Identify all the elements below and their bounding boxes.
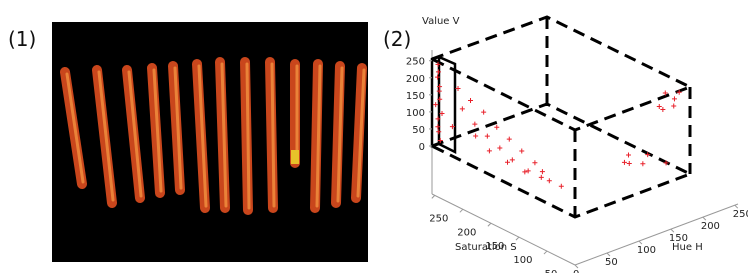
x-tick [703,217,706,220]
point [507,137,512,142]
y-tick [516,237,519,240]
z-tick-label: 150 [406,91,425,102]
y-tick-label: 250 [429,213,448,224]
x-tick-label: 150 [669,233,688,244]
axis-title: Value V [422,16,460,27]
point [436,129,441,134]
y-tick [460,209,463,212]
x-tick [607,253,610,256]
point [487,148,492,153]
point [472,122,477,127]
point [539,175,544,180]
point [640,161,645,166]
z-tick-label: 50 [412,125,425,136]
y-tick-label: 200 [457,227,476,238]
point [456,86,461,91]
point [660,107,665,112]
point [440,111,445,116]
point [626,153,631,158]
x-tick [735,205,738,208]
z-tick-label: 100 [406,108,425,119]
x-tick [639,241,642,244]
point [485,134,490,139]
box [432,17,690,233]
point [460,106,465,111]
panel-label: (2) [383,27,411,51]
y-tick [488,223,491,226]
point [657,104,662,109]
y-tick [432,195,435,198]
figure: (1) (2) [0,0,748,273]
point [547,178,552,183]
point [519,149,524,154]
x-tick [671,229,674,232]
point [510,157,515,162]
point [481,110,486,115]
x-tick [575,265,578,268]
x-tick-label: 0 [573,269,579,273]
point [627,161,632,166]
point [622,160,627,165]
y-tick-label: 150 [485,241,504,252]
point [526,168,531,173]
point [468,98,473,103]
x-tick-label: 100 [637,245,656,256]
point [672,96,677,101]
x-tick-label: 200 [701,221,720,232]
z-tick-label: 0 [419,142,425,153]
point [540,169,545,174]
photo [52,22,368,262]
point [473,134,478,139]
point [671,103,676,108]
x-tick-label: 50 [605,257,618,268]
point [505,160,510,165]
y-tick [544,251,547,254]
point [494,125,499,130]
point [497,146,502,151]
z-tick-label: 250 [406,57,425,68]
point [433,102,438,107]
point [437,89,442,94]
point [559,184,564,189]
x-tick-label: 250 [733,209,748,220]
axes [432,50,738,265]
y-tick-label: 50 [545,269,558,273]
point [532,160,537,165]
y-tick-label: 100 [513,255,532,266]
z-tick-label: 200 [406,74,425,85]
point [522,169,527,174]
panel-label: (1) [8,27,36,51]
